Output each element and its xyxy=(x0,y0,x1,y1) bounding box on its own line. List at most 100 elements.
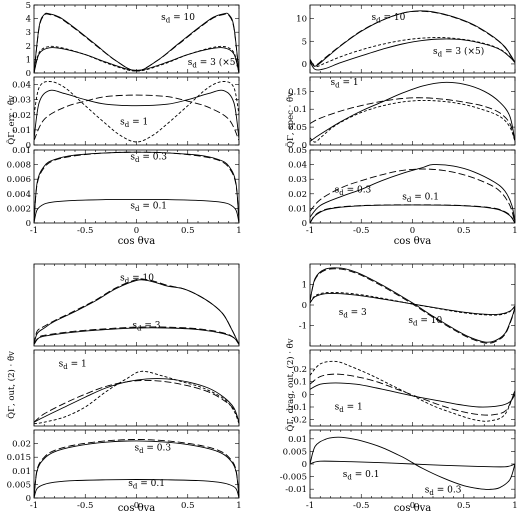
y-tick-label: 0 xyxy=(302,301,307,311)
x-axis-label: cos θva xyxy=(118,503,156,514)
x-axis-label: cos θva xyxy=(118,236,156,247)
y-tick-label: 1 xyxy=(302,281,307,291)
y-tick-label: 10 xyxy=(296,15,307,25)
panel-frame xyxy=(309,149,516,224)
series-line-2 xyxy=(310,97,515,142)
series-annotation: sd = 1 xyxy=(331,78,359,90)
series-line-4 xyxy=(310,37,515,68)
panel-2-1: 0 5 10 sd = 10 sd = 3 (×5) xyxy=(296,4,516,74)
series-annotation: sd = 3 xyxy=(132,321,160,333)
series-line-3 xyxy=(310,100,515,143)
y-tick-label: 0.15 xyxy=(288,87,307,97)
y-tick-label: 0.2 xyxy=(293,365,307,375)
panel-4-3: -0.01 -0.005 0 0.005 0.01 sd = 0.1 sd = 0.3 xyxy=(280,429,516,499)
x-tick-label: 0 xyxy=(410,501,415,511)
y-tick-label: -0.2 xyxy=(291,416,307,426)
y-tick-label: -0.01 xyxy=(285,485,307,495)
series-line-4 xyxy=(34,45,239,73)
series-line-3 xyxy=(34,370,239,425)
series-line-2 xyxy=(310,373,515,416)
series-annotation: sd = 1 xyxy=(59,360,87,372)
panel-3-1: sd = 10 sd = 3 xyxy=(33,263,240,347)
series-line-3 xyxy=(34,81,239,143)
y-tick-label: 0.01 xyxy=(12,126,31,136)
y-tick-label: 0 xyxy=(26,141,31,151)
y-tick-label: 0 xyxy=(302,390,307,400)
x-tick-label: 0 xyxy=(410,226,415,236)
series-annotation: sd = 10 xyxy=(161,13,195,25)
y-axis-label: Q̃Γ, out, (2) · θ̃v xyxy=(5,351,17,419)
series-annotation: sd = 10 xyxy=(372,13,406,25)
y-tick-label: 0 xyxy=(26,69,31,79)
x-tick-label: 0 xyxy=(134,501,139,511)
series-line-2 xyxy=(310,268,515,344)
y-tick-label: 0.04 xyxy=(288,161,307,171)
y-tick-label: 0.02 xyxy=(12,111,31,121)
x-tick-label: -1 xyxy=(306,226,314,236)
y-tick-label: -0.005 xyxy=(280,473,307,483)
y-tick-label: 0.05 xyxy=(288,146,307,156)
y-tick-label: 0.1 xyxy=(293,105,307,115)
y-tick-label: 0 xyxy=(26,494,31,504)
series-line-2 xyxy=(34,278,239,345)
series-line-3 xyxy=(34,327,239,345)
y-tick-label: 0.015 xyxy=(7,453,31,463)
panel-4-2: -0.2 -0.1 0 0.1 0.2 sd = 1 xyxy=(291,349,516,427)
series-line-2 xyxy=(310,10,515,66)
y-tick-label: 0.005 xyxy=(7,480,31,490)
y-tick-label: 0 xyxy=(302,460,307,470)
series-line-2 xyxy=(34,439,239,498)
y-tick-label: 0.04 xyxy=(12,81,31,91)
y-axis-label: Q̃Γ, drag, out, (2) · θ̃v xyxy=(284,338,296,431)
series-line-4 xyxy=(310,291,515,316)
series-annotation: sd = 0.1 xyxy=(402,193,439,205)
y-tick-label: 2 xyxy=(26,42,31,52)
y-tick-label: 0.03 xyxy=(288,175,307,185)
y-tick-label: 0 xyxy=(26,219,31,229)
y-tick-label: 0.01 xyxy=(288,435,307,445)
x-tick-label: 1 xyxy=(512,226,517,236)
series-line-1 xyxy=(34,440,239,498)
x-tick-label: 0.5 xyxy=(181,226,195,236)
series-annotation: sd = 0.3 xyxy=(335,185,372,197)
series-line-4 xyxy=(34,326,239,345)
x-axis-label: cos θva xyxy=(394,503,432,514)
series-annotation: sd = 0.3 xyxy=(130,152,167,164)
series-line-1 xyxy=(310,436,515,490)
series-annotation: sd = 1 xyxy=(335,402,363,414)
series-annotation: sd = 0.1 xyxy=(128,479,165,491)
panel-1-2: 0 0.01 0.02 0.03 0.04 sd = 1 xyxy=(12,76,240,151)
x-tick-label: 0 xyxy=(134,226,139,236)
panel-1-3: 0 0.002 0.004 0.006 0.008 0.01 sd = 0.3 sd = 0.… xyxy=(7,146,240,229)
series-annotation: sd = 1 xyxy=(120,118,148,130)
series-line-2 xyxy=(34,151,239,223)
y-tick-label: 5 xyxy=(26,1,31,11)
panel-2-3: 0 0.01 0.02 0.03 0.04 0.05 sd = 0.3 sd = 0.1 xyxy=(288,146,516,229)
x-tick-label: -0.5 xyxy=(353,501,369,511)
series-line-2 xyxy=(34,94,239,141)
y-tick-label: 0.006 xyxy=(7,175,31,185)
series-line-1 xyxy=(310,10,515,67)
series-line-1 xyxy=(34,89,239,140)
series-annotation: sd = 10 xyxy=(408,316,442,328)
x-tick-label: -1 xyxy=(30,501,38,511)
series-line-1 xyxy=(34,12,239,73)
y-tick-label: 0.01 xyxy=(12,467,31,477)
y-tick-label: 0 xyxy=(302,141,307,151)
x-tick-label: -1 xyxy=(306,501,314,511)
y-tick-label: 0.002 xyxy=(7,204,31,214)
y-tick-label: 0.004 xyxy=(7,190,31,200)
panel-frame xyxy=(309,263,516,347)
panel-3-2: sd = 1 xyxy=(33,349,240,427)
x-tick-label: 1 xyxy=(512,501,517,511)
series-line-3 xyxy=(34,199,239,223)
series-line-1 xyxy=(34,279,239,345)
series-line-4 xyxy=(310,204,515,223)
x-tick-label: 1 xyxy=(236,501,241,511)
series-line-1 xyxy=(310,382,515,408)
y-tick-label: 4 xyxy=(26,15,31,25)
